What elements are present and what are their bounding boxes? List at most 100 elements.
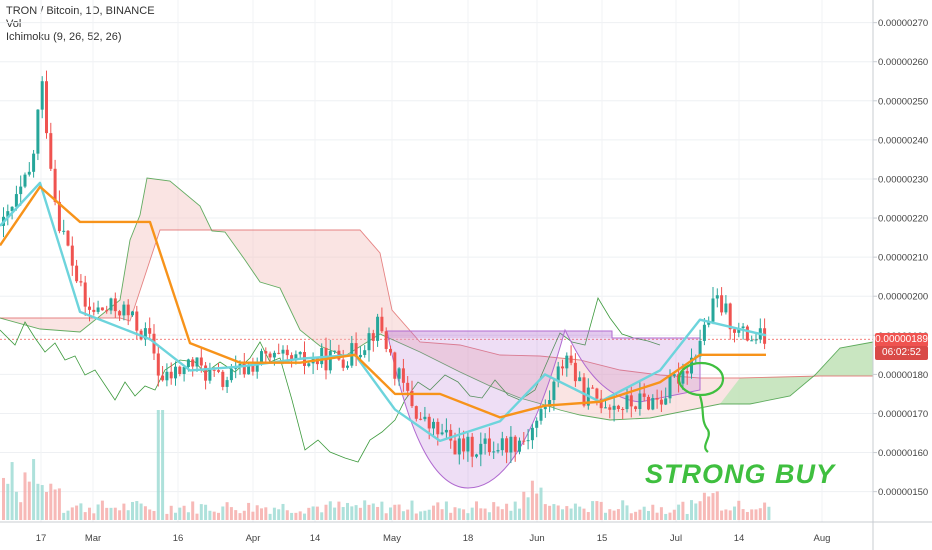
- candle-body: [328, 351, 332, 371]
- candle-body: [191, 359, 195, 367]
- price-axis: 0.00000270 0.00000260 0.00000250 0.00000240…: [872, 0, 928, 550]
- candle-body: [715, 295, 719, 299]
- candle-body: [307, 363, 311, 366]
- candle-body: [655, 397, 659, 400]
- candle-body: [268, 353, 272, 358]
- price-tick-label: 0.00000260: [878, 57, 928, 68]
- candle-body: [470, 436, 474, 457]
- volume-bar: [131, 501, 134, 520]
- volume-bar: [720, 510, 724, 520]
- candle-body: [423, 416, 427, 420]
- volume-bar: [350, 506, 354, 520]
- volume-bar: [294, 512, 298, 520]
- volume-bar: [737, 500, 741, 520]
- candle-body: [126, 304, 130, 316]
- candle-body: [169, 371, 173, 379]
- time-tick-label: 14: [734, 533, 745, 544]
- volume-bar: [453, 507, 457, 520]
- volume-bar: [105, 507, 109, 520]
- volume-bar: [384, 513, 388, 520]
- volume-indicator-label[interactable]: Vol: [6, 18, 22, 30]
- candle-body: [376, 316, 380, 341]
- kijun-sen-line: [0, 185, 766, 419]
- candle-body: [174, 366, 177, 379]
- price-tick-label: 0.00000270: [878, 18, 928, 29]
- volume-bar: [358, 507, 362, 520]
- volume-bar: [711, 493, 715, 520]
- volume-bar: [475, 501, 478, 520]
- volume-bar: [255, 505, 259, 520]
- volume-bar: [363, 500, 367, 520]
- last-price-badge: 0.00000189: [875, 333, 928, 347]
- volume-bar: [268, 513, 272, 520]
- annotation-drawing: STRONG BUY: [645, 361, 836, 489]
- volume-bar: [556, 505, 560, 520]
- candle-body: [165, 371, 169, 381]
- candle-body: [100, 307, 104, 311]
- volume-bar: [178, 507, 182, 520]
- volume-bar: [238, 513, 242, 520]
- volume-bar: [582, 508, 586, 520]
- price-tick-label: 0.00000200: [878, 292, 928, 303]
- volume-bar: [272, 507, 276, 520]
- chart-grid: [0, 0, 873, 522]
- volume-bar: [389, 507, 392, 520]
- candle-body: [457, 438, 461, 455]
- price-tick-label: 0.00000240: [878, 135, 928, 146]
- volume-bar: [595, 501, 599, 520]
- candle-body: [143, 328, 147, 340]
- volume-bar: [260, 508, 263, 520]
- volume-bar: [698, 501, 702, 520]
- volume-bar: [126, 510, 130, 520]
- candle-body: [599, 398, 603, 409]
- symbol-title[interactable]: TRON / Bitcoin, 1D, BINANCE: [6, 5, 155, 17]
- candle-body: [88, 306, 91, 310]
- candle-body: [19, 186, 23, 195]
- candle-body: [604, 407, 607, 409]
- candle-body: [522, 440, 526, 442]
- candle-body: [608, 407, 612, 410]
- candle-body: [83, 282, 87, 307]
- volume-bar: [548, 505, 552, 520]
- candle-body: [182, 367, 186, 375]
- time-tick-label: 18: [463, 533, 474, 544]
- volume-bar: [212, 511, 216, 520]
- volume-bar: [767, 506, 771, 520]
- candle-body: [595, 388, 599, 399]
- volume-bar: [380, 501, 384, 520]
- volume-bar: [83, 512, 87, 520]
- candle-body: [659, 399, 663, 405]
- candle-body: [479, 443, 483, 455]
- candle-body: [672, 374, 676, 376]
- price-tick-label: 0.00000230: [878, 174, 928, 185]
- candle-body: [53, 168, 57, 202]
- volume-bar: [569, 508, 573, 520]
- candle-body: [285, 349, 289, 356]
- candle-body: [45, 81, 48, 134]
- volume-bar: [410, 500, 414, 520]
- candle-body: [638, 393, 642, 410]
- candle-body: [444, 429, 448, 433]
- volume-bar: [14, 491, 18, 520]
- candle-body: [341, 359, 345, 368]
- candle-body: [664, 398, 668, 405]
- candle-body: [483, 438, 487, 444]
- volume-bar: [221, 506, 225, 520]
- candle-body: [410, 390, 414, 407]
- volume-bar: [573, 503, 577, 520]
- candle-body: [36, 109, 40, 154]
- candle-body: [711, 298, 715, 322]
- volume-bar: [36, 483, 40, 520]
- volume-bar: [290, 512, 294, 520]
- candle-body: [702, 324, 706, 341]
- candlesticks: [2, 70, 767, 468]
- volume-bar: [53, 489, 57, 520]
- volume-bar: [664, 513, 668, 520]
- volume-bar: [634, 511, 638, 520]
- candle-body: [496, 450, 500, 452]
- candle-body: [118, 311, 122, 316]
- volume-bar: [152, 510, 156, 520]
- candle-body: [518, 440, 521, 452]
- candle-body: [582, 377, 586, 406]
